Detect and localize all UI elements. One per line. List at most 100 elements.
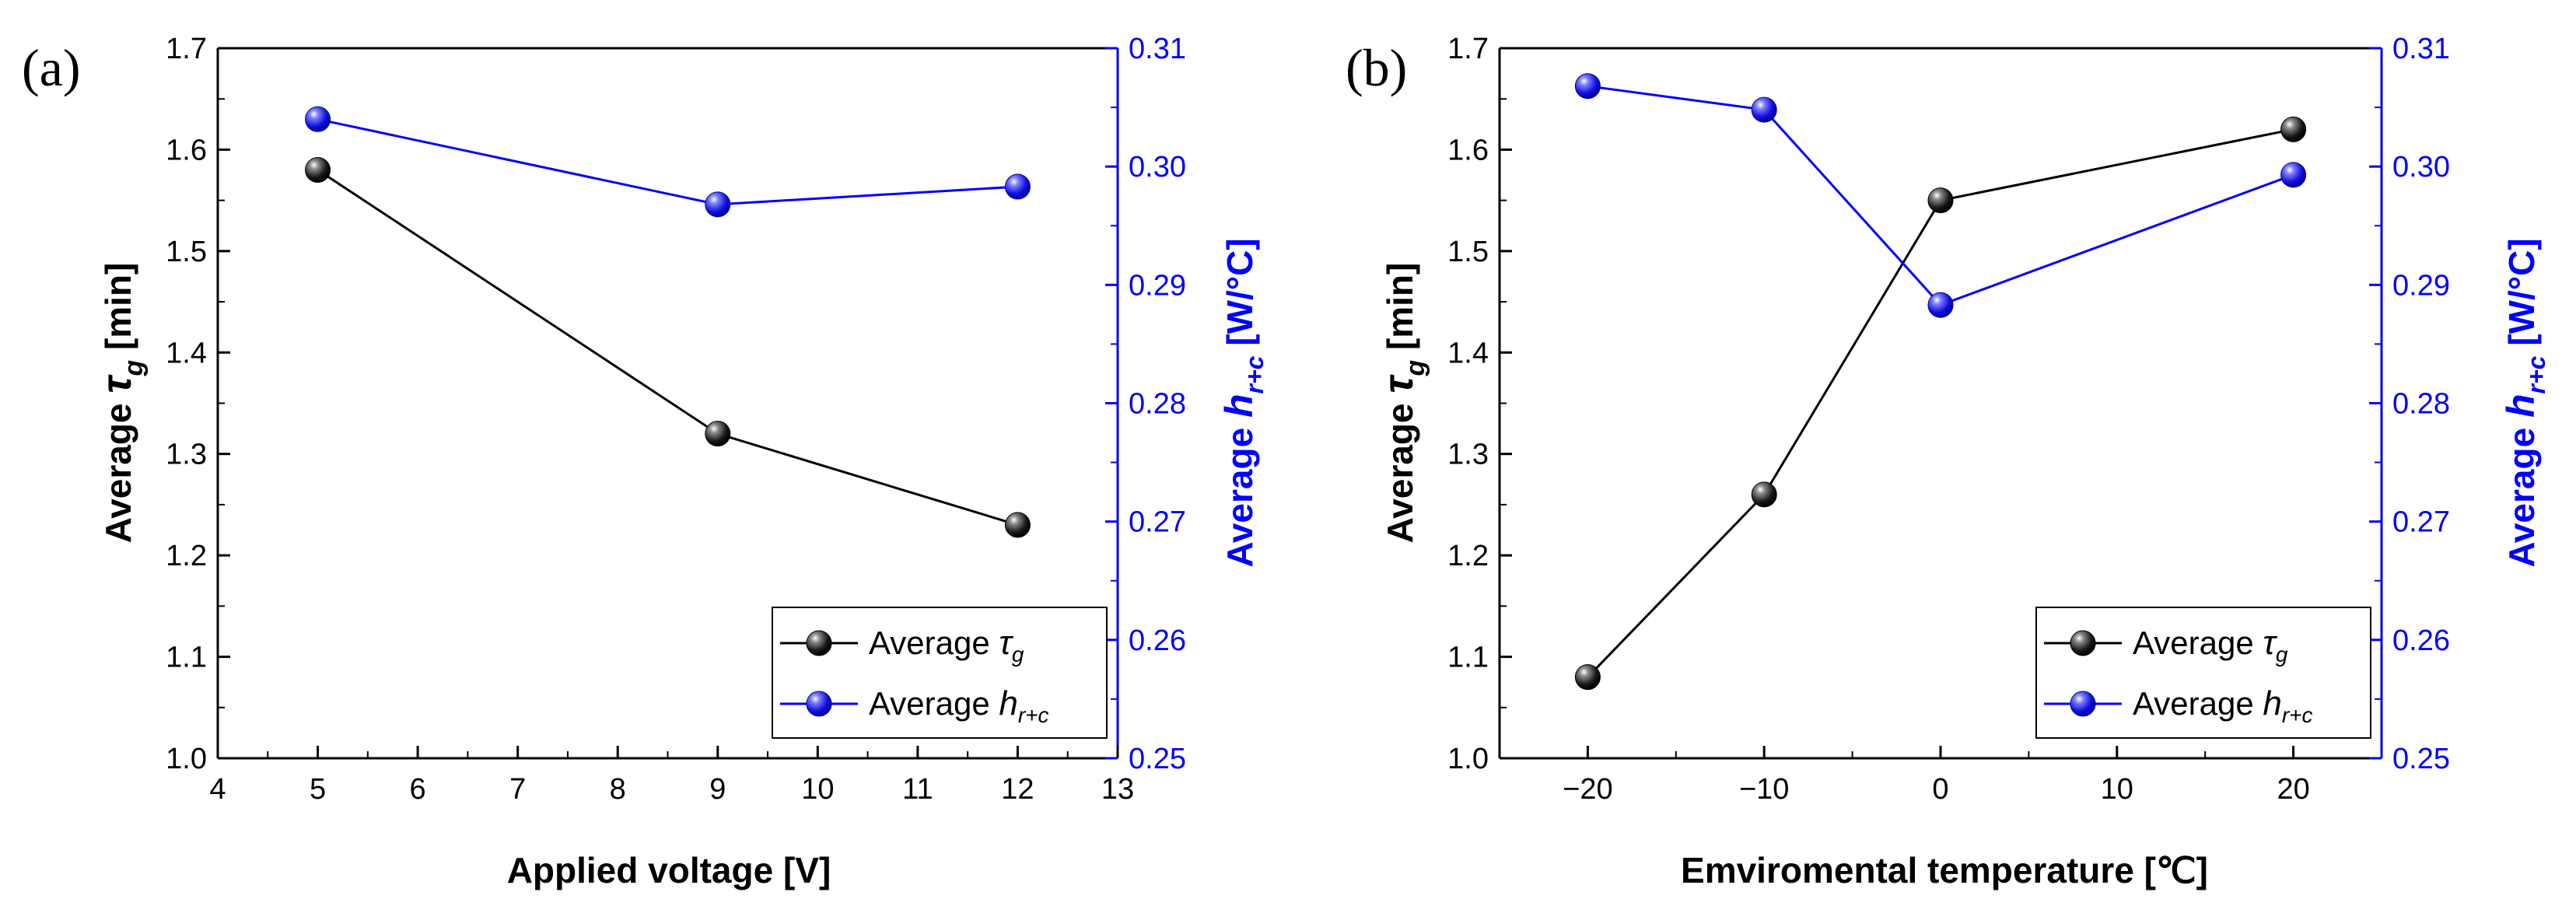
x-tick-label: 0: [1932, 773, 1948, 806]
y-right-tick-label: 0.27: [2392, 506, 2450, 539]
y-right-tick-label: 0.29: [2392, 269, 2450, 302]
label-unit: [W/°C]: [2501, 238, 2542, 355]
y-left-axis-title: Average τg [min]: [93, 263, 149, 544]
y-left-tick-label: 1.1: [166, 642, 207, 674]
y-right-tick-label: 0.28: [2392, 388, 2450, 421]
legend-label-subscript: g: [1012, 642, 1024, 666]
y-left-tick-label: 1.5: [1447, 236, 1489, 268]
legend-marker: [806, 630, 832, 656]
y-left-tick-label: 1.3: [1447, 439, 1489, 471]
y-left-tick-label: 1.4: [1447, 337, 1489, 369]
x-axis-title: Applied voltage [V]: [507, 850, 831, 890]
x-tick-label: 8: [610, 773, 626, 806]
data-point-h-rc: [1004, 173, 1031, 200]
y-left-tick-label: 1.7: [166, 33, 207, 65]
legend-box: [772, 607, 1108, 739]
y-right-tick-label: 0.27: [1129, 506, 1186, 539]
x-tick-label: 10: [2101, 773, 2133, 806]
legend-label: Average τg: [2133, 624, 2288, 666]
series-line-h-rc: [317, 117, 1018, 206]
legend-label-symbol: h: [2263, 684, 2281, 722]
y-left-tick-label: 1.2: [166, 540, 207, 572]
label-symbol: τ: [1375, 374, 1422, 394]
y-left-tick-label: 1.6: [166, 134, 207, 166]
y-left-axis-title: Average τg [min]: [1375, 263, 1430, 544]
y-left-tick-label: 1.0: [166, 743, 207, 775]
label-symbol: τ: [93, 374, 140, 394]
label-text: Average: [98, 394, 138, 544]
series-line-tau-g: [317, 169, 1018, 526]
x-tick-label: 11: [902, 773, 933, 806]
y-right-tick-label: 0.25: [1129, 743, 1186, 775]
y-right-tick-label: 0.31: [1129, 33, 1186, 65]
legend-label-text: Average: [869, 685, 999, 722]
x-tick-label: 6: [410, 773, 426, 806]
y-left-tick-label: 1.4: [166, 337, 207, 369]
chart-panel-b: (b) −20 −10 0 10 20 1.0 1.1 1.2 1.3 1.4 1.5 1.6 1.7 0.…: [1346, 33, 2550, 890]
legend-label-symbol: τ: [2263, 624, 2277, 662]
data-point-tau-g: [705, 421, 731, 447]
data-point-tau-g: [1004, 512, 1031, 538]
label-subscript: g: [1401, 360, 1430, 377]
x-tick-label: 9: [709, 773, 726, 806]
data-point-tau-g: [1574, 664, 1601, 691]
legend-label-text: Average: [2133, 685, 2263, 722]
series-line-h-rc: [1587, 85, 2294, 306]
x-tick-label: −20: [1563, 773, 1612, 806]
legend-label-symbol: h: [999, 684, 1017, 722]
x-tick-label: 12: [1001, 773, 1034, 806]
label-text: Average: [1380, 394, 1420, 544]
legend-label-text: Average: [2133, 624, 2263, 661]
data-point-h-rc: [1927, 292, 1954, 318]
y-left-tick-label: 1.1: [1447, 642, 1489, 674]
chart-panel-a: (a) 4 5 6 7 8 9 10 11 12 13 1.0 1.1 1.2 1.3 1.4 1.5 1.6 1.…: [22, 33, 1269, 890]
label-text: Average: [2501, 418, 2542, 568]
data-point-h-rc: [1751, 96, 1777, 123]
label-unit: [min]: [98, 263, 138, 360]
x-tick-label: 5: [310, 773, 326, 806]
y-left-tick-label: 1.5: [166, 236, 207, 268]
legend-label-subscript: r+c: [2282, 703, 2313, 727]
y-right-axis-title: Average hr+c [W/°C]: [2499, 238, 2550, 567]
y-right-tick-label: 0.25: [2392, 743, 2450, 775]
x-tick-label: −10: [1739, 773, 1789, 806]
legend-label: Average hr+c: [869, 684, 1049, 727]
data-point-h-rc: [305, 106, 331, 132]
data-point-tau-g: [2280, 116, 2307, 142]
y-right-tick-label: 0.30: [2392, 151, 2450, 184]
y-left-tick-label: 1.0: [1447, 743, 1489, 775]
legend-label: Average hr+c: [2133, 684, 2313, 727]
legend-label-symbol: τ: [999, 624, 1013, 662]
label-subscript: r+c: [2522, 355, 2550, 394]
label-subscript: r+c: [1241, 355, 1269, 394]
y-left-tick-label: 1.7: [1447, 33, 1489, 65]
legend-marker: [806, 691, 832, 717]
legend-marker: [2070, 691, 2096, 717]
data-point-h-rc: [2280, 162, 2307, 188]
y-left-tick-label: 1.6: [1447, 134, 1489, 166]
y-right-tick-label: 0.29: [1129, 269, 1186, 302]
x-tick-label: 10: [801, 773, 834, 806]
legend-label-subscript: r+c: [1018, 703, 1049, 727]
x-axis-title: Emviromental temperature [℃]: [1681, 850, 2208, 890]
y-right-tick-label: 0.26: [1129, 624, 1186, 657]
panel-label: (a): [22, 38, 80, 97]
y-left-tick-label: 1.3: [166, 439, 207, 471]
legend-label-text: Average: [869, 624, 999, 661]
label-unit: [min]: [1380, 263, 1420, 360]
label-symbol: h: [2499, 394, 2543, 418]
y-right-tick-label: 0.28: [1129, 388, 1186, 421]
legend-label: Average τg: [869, 624, 1024, 666]
data-point-tau-g: [1751, 481, 1777, 508]
label-subscript: g: [119, 360, 149, 377]
x-tick-label: 20: [2277, 773, 2309, 806]
y-right-tick-label: 0.30: [1129, 151, 1186, 184]
x-tick-label: 4: [209, 773, 226, 806]
label-unit: [W/°C]: [1220, 238, 1260, 355]
y-right-tick-label: 0.26: [2392, 624, 2450, 657]
data-point-tau-g: [305, 157, 331, 184]
x-tick-label: 7: [509, 773, 526, 806]
y-left-tick-label: 1.2: [1447, 540, 1489, 572]
